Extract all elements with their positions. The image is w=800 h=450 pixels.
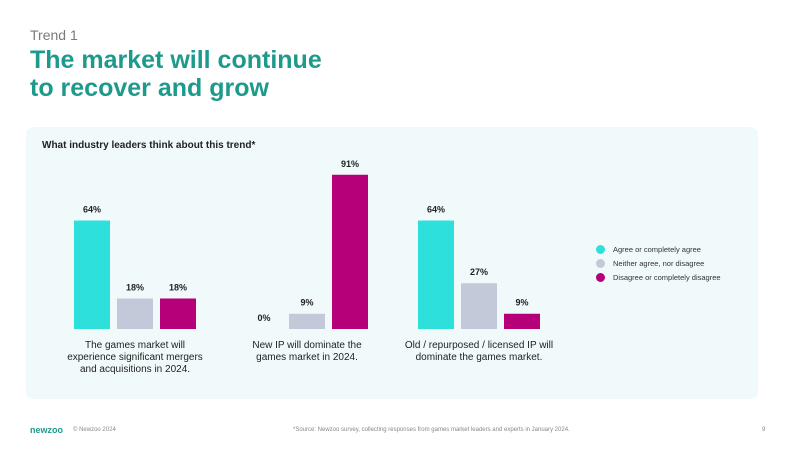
chart-legend: Agree or completely agree Neither agree, … (596, 242, 721, 284)
bar-agree-or-completely-agree-cat3 (418, 220, 454, 329)
data-label-agree-or-completely-agree-cat1: 64% (83, 205, 101, 215)
legend-label-neither-agree-nor-disagree: Neither agree, nor disagree (613, 258, 705, 268)
category-label-1-line-2: experience significant mergers (67, 352, 203, 363)
legend-item-neither-agree-nor-disagree: Neither agree, nor disagree (596, 256, 721, 270)
newzoo-logo: newzoo (30, 425, 63, 435)
category-label-3-line-2: dominate the games market. (415, 352, 543, 363)
legend-swatch-neither-agree-nor-disagree (596, 258, 605, 268)
chart-panel (26, 127, 758, 399)
category-label-3-line-1: Old / repurposed / licensed IP will (404, 340, 554, 351)
data-label-agree-or-completely-agree-cat3: 64% (427, 205, 445, 215)
data-label-disagree-or-completely-disagree-cat3: 9% (515, 298, 528, 308)
data-label-agree-or-completely-agree-cat2: 0% (257, 313, 270, 323)
bar-agree-or-completely-agree-cat1 (74, 220, 110, 329)
category-label-2-line-2: games market in 2024. (256, 352, 358, 363)
legend-item-disagree-or-completely-disagree: Disagree or completely disagree (596, 270, 721, 284)
category-label-1-line-1: The games market will (84, 340, 186, 351)
bar-disagree-or-completely-disagree-cat2 (332, 174, 368, 329)
category-label-2-line-1: New IP will dominate the (252, 340, 362, 351)
data-label-neither-agree-nor-disagree-cat2: 9% (300, 298, 313, 308)
page-title: The market will continue to recover and … (30, 46, 322, 102)
chart-title: What industry leaders think about this t… (42, 140, 256, 151)
legend-label-agree-or-completely-agree: Agree or completely agree (613, 244, 701, 254)
title-line-2: to recover and grow (30, 74, 269, 102)
data-label-neither-agree-nor-disagree-cat1: 18% (126, 282, 144, 292)
title-line-1: The market will continue (30, 46, 322, 74)
bar-neither-agree-nor-disagree-cat2 (289, 313, 325, 329)
legend-swatch-agree-or-completely-agree (596, 244, 605, 254)
data-label-disagree-or-completely-disagree-cat1: 18% (169, 282, 187, 292)
legend-item-agree-or-completely-agree: Agree or completely agree (596, 242, 721, 256)
copyright-text: © Newzoo 2024 (73, 427, 116, 433)
legend-label-disagree-or-completely-disagree: Disagree or completely disagree (613, 272, 721, 282)
bar-disagree-or-completely-disagree-cat3 (504, 313, 540, 329)
bar-neither-agree-nor-disagree-cat1 (117, 298, 153, 329)
category-label-2: New IP will dominate the games market in … (222, 340, 392, 364)
trend-eyebrow: Trend 1 (30, 27, 78, 43)
legend-swatch-disagree-or-completely-disagree (596, 272, 605, 282)
category-label-3: Old / repurposed / licensed IP will domin… (394, 340, 564, 364)
page-number: 9 (762, 427, 766, 433)
bar-disagree-or-completely-disagree-cat1 (160, 298, 196, 329)
data-label-neither-agree-nor-disagree-cat3: 27% (470, 267, 488, 277)
category-label-1-line-3: and acquisitions in 2024. (79, 364, 191, 375)
bar-neither-agree-nor-disagree-cat3 (461, 283, 497, 329)
category-label-1: The games market will experience signific… (50, 340, 220, 376)
data-label-disagree-or-completely-disagree-cat2: 91% (341, 159, 359, 169)
source-note: *Source: Newzoo survey, collecting respo… (293, 427, 570, 433)
